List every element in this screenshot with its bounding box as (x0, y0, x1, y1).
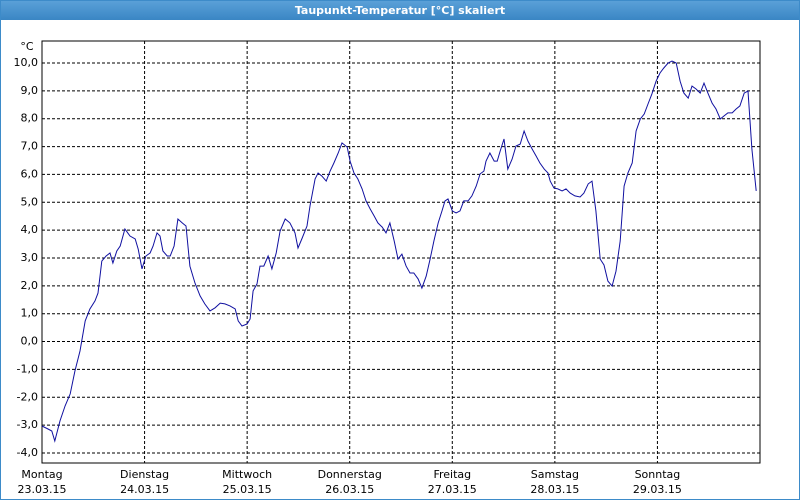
x-tick-label: Samstag (531, 468, 579, 481)
y-tick-label: -4,0 (17, 446, 38, 459)
y-unit: °C (20, 40, 34, 53)
x-tick-date: 23.03.15 (18, 483, 67, 496)
x-tick-date: 25.03.15 (223, 483, 272, 496)
y-tick-label: 1,0 (21, 307, 39, 320)
x-tick-date: 29.03.15 (633, 483, 682, 496)
y-tick-label: -3,0 (17, 418, 38, 431)
y-tick-label: 7,0 (21, 140, 39, 153)
data-line (41, 60, 757, 443)
y-tick-label: -1,0 (17, 362, 38, 375)
x-tick-label: Mittwoch (222, 468, 272, 481)
y-tick-label: 3,0 (21, 251, 39, 264)
plot-frame (41, 40, 761, 464)
x-tick-label: Freitag (433, 468, 471, 481)
y-tick-label: -2,0 (17, 390, 38, 403)
y-tick-label: 8,0 (21, 112, 39, 125)
x-tick-date: 24.03.15 (120, 483, 169, 496)
x-tick-date: 26.03.15 (325, 483, 374, 496)
chart: °C -4,0 -3,0 -2,0 -1,0 0,0 1,0 2,0 3,0 4,0 5,0 6,0… (14, 40, 761, 496)
title-bar: Taupunkt-Temperatur [°C] skaliert (1, 1, 799, 20)
x-tick-label: Donnerstag (318, 468, 382, 481)
y-tick-label: 9,0 (21, 84, 39, 97)
x-tick-label: Dienstag (120, 468, 169, 481)
y-tick-label: 6,0 (21, 167, 39, 180)
y-tick-label: 10,0 (14, 56, 39, 69)
x-tick-date: 27.03.15 (428, 483, 477, 496)
y-tick-label: 0,0 (21, 335, 39, 348)
y-tick-label: 4,0 (21, 223, 39, 236)
x-tick-label: Montag (21, 468, 62, 481)
y-tick-label: 2,0 (21, 279, 39, 292)
x-tick-label: Sonntag (635, 468, 681, 481)
x-tick-date: 28.03.15 (530, 483, 579, 496)
y-tick-label: 5,0 (21, 195, 39, 208)
